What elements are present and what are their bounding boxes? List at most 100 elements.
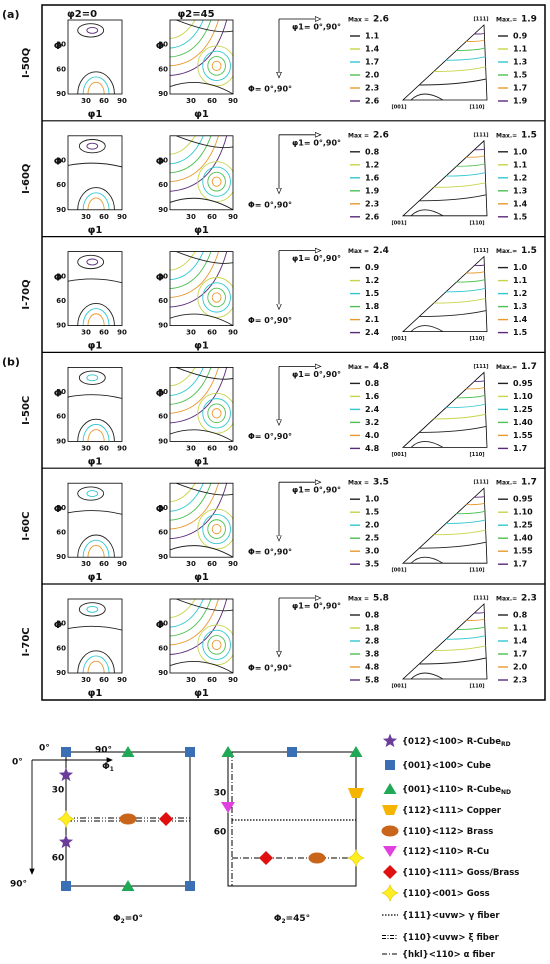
y-axis-label: Φ [156,41,165,52]
axis-label: Φ1 [102,762,114,773]
legend-label: {112}<111> Copper [402,806,502,816]
y-tick-label: 90 [158,553,168,561]
contour [170,661,233,673]
arrow-label: φ1= 0°,90° [292,486,341,495]
x-tick-label: 30 [186,329,196,337]
level-label: 4.0 [365,431,380,440]
pole-label: [111] [473,480,488,486]
contour [77,23,105,38]
texture-marker [308,852,326,864]
pole-label: [110] [469,684,484,690]
y-tick-label: 30 [52,786,65,796]
ipf-contour [474,264,485,267]
contour [78,602,106,617]
texture-marker [348,788,364,798]
max-value: 1.7 [521,478,537,488]
level-label: 0.95 [513,495,533,504]
row-label: I-60C [21,512,32,541]
x-tick-label: 60 [99,213,109,221]
odf-frame [67,19,123,95]
axis-label: 0° [39,744,50,754]
contour [211,60,222,71]
x-axis-label: φ1 [88,341,103,352]
ipf-contour [410,440,444,448]
contour [170,367,228,424]
contour [170,367,212,405]
ipf-contour [466,386,485,390]
level-label: 4.8 [365,663,380,672]
level-label: 2.0 [365,521,380,530]
pole-label: [001] [391,568,406,574]
level-label: 1.0 [513,263,528,272]
level-label: 0.8 [365,611,380,620]
level-label: 1.5 [513,328,528,337]
contour [202,166,231,197]
legend-label: {001}<110> R-CubeND [402,785,511,796]
level-label: 2.8 [365,637,380,646]
pole-label: [111] [473,17,488,23]
level-label: 1.5 [365,289,380,298]
ipf-contour [474,32,485,35]
max-value: 1.9 [521,15,537,25]
x-tick-label: 30 [186,676,196,684]
contour [87,81,105,94]
contour [207,287,226,308]
x-tick-label: 60 [207,676,217,684]
contour [170,367,219,414]
level-label: 1.5 [513,71,528,80]
level-label: 1.1 [513,624,528,633]
y-tick-label: 90 [158,206,168,214]
y-tick-label: 90 [56,90,66,98]
level-label: 1.1 [513,45,528,54]
row-label: I-70C [21,627,32,656]
odf-contours [170,599,233,673]
texture-marker [61,881,71,891]
odf-frame [67,251,123,327]
x-tick-label: 90 [117,444,127,452]
y-tick-label: 30 [158,388,168,396]
max-label: Max = [348,596,369,603]
texture-marker [185,747,195,757]
contour [82,423,110,442]
text-part: {110}<111> Goss/Brass [402,868,519,878]
texture-marker [119,813,137,825]
arrow-label: Φ= 0°,90° [248,432,292,441]
max-label: Max.= [496,364,517,371]
y-axis-label: Φ [156,620,165,631]
level-label: 2.6 [365,97,380,106]
legend-marker [383,865,397,879]
contour [202,513,231,545]
x-axis-label: φ1 [88,225,103,236]
pole-label: [001] [391,452,406,458]
text-sub: ND [501,789,511,796]
row-label: I-50C [21,396,32,425]
contour [197,624,233,666]
contour [207,171,226,192]
arrow-label: φ1= 0°,90° [292,138,341,147]
max-label: Max.= [496,480,517,487]
ipf-contour [466,618,485,621]
legend-marker [383,846,397,857]
contour [176,367,233,380]
ipf-contour [466,502,485,506]
contour [207,56,226,76]
odf-frame [169,598,234,674]
contour [207,403,226,424]
pole-label: [111] [473,596,488,602]
contour [87,197,105,210]
contour [86,490,99,497]
texture-marker [58,834,74,849]
contour [170,135,228,192]
pole-label: [110] [469,220,484,226]
text-part: {110}<uvw> ξ fiber [402,933,500,943]
odf-frame [169,135,234,211]
axis-label: 90° [95,746,112,756]
ipf-contour [456,163,486,167]
level-label: 3.2 [365,418,379,427]
contour [170,251,196,271]
arrow-label: Φ= 0°,90° [248,316,292,325]
level-label: 1.0 [513,147,528,156]
legend-marker [381,825,399,837]
ipf-contour [419,425,487,433]
odf-frame [67,482,123,558]
